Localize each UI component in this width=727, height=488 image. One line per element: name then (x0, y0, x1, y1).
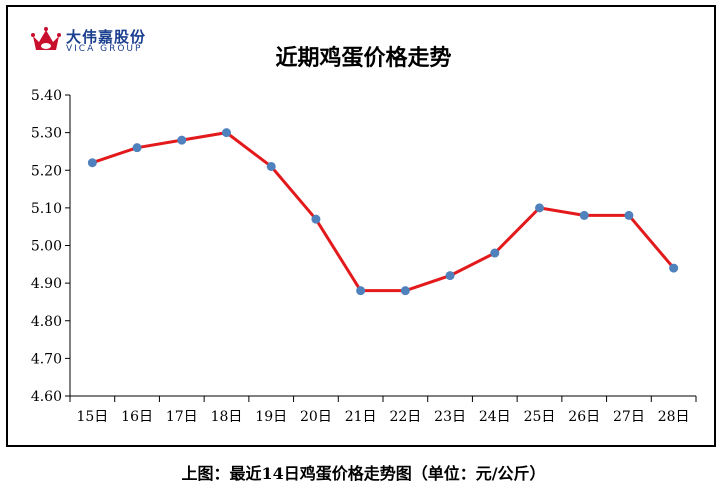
logo-subtitle: VICA GROUP (66, 44, 143, 54)
x-tick-label: 24日 (479, 409, 511, 425)
chart-title: 近期鸡蛋价格走势 (275, 45, 452, 71)
x-tick-label: 20日 (300, 409, 332, 425)
x-tick-label: 26日 (568, 409, 600, 425)
data-point (490, 248, 500, 258)
y-tick-label: 4.90 (31, 276, 62, 292)
data-point (624, 210, 634, 220)
x-tick-label: 15日 (76, 409, 108, 425)
x-tick-label: 21日 (345, 409, 377, 425)
y-tick-label: 4.60 (31, 389, 62, 405)
y-tick-label: 5.40 (31, 88, 62, 104)
y-tick-label: 5.10 (31, 201, 62, 217)
y-tick-label: 5.20 (31, 163, 62, 179)
data-point (266, 161, 276, 171)
data-point (400, 286, 410, 296)
x-tick-label: 25日 (524, 409, 556, 425)
price-line (91, 131, 675, 293)
data-point (311, 214, 321, 224)
x-tick-label: 28日 (658, 409, 690, 425)
x-tick-label: 18日 (211, 409, 243, 425)
logo-name: 大伟嘉股份 (66, 28, 147, 46)
data-point (579, 210, 589, 220)
data-point (132, 143, 142, 153)
x-tick-label: 23日 (434, 409, 466, 425)
y-tick-label: 4.70 (31, 351, 62, 367)
y-tick-label: 5.00 (31, 239, 62, 255)
data-point (222, 128, 231, 138)
chart-caption: 上图：最近14日鸡蛋价格走势图（单位：元/公斤） (181, 464, 546, 483)
data-point (535, 203, 544, 213)
y-tick-label: 5.30 (31, 126, 62, 142)
x-tick-label: 17日 (166, 409, 198, 425)
x-tick-label: 27日 (613, 409, 645, 425)
x-tick-label: 16日 (121, 409, 153, 425)
crown-icon (31, 27, 61, 50)
data-point (356, 286, 366, 296)
x-tick-label: 22日 (389, 409, 421, 425)
data-point (669, 263, 679, 273)
y-tick-label: 4.80 (31, 314, 62, 330)
data-point (87, 158, 97, 168)
company-logo: 大伟嘉股份 VICA GROUP (30, 24, 170, 58)
chart-frame (6, 5, 716, 447)
data-point (177, 135, 187, 145)
data-point (445, 271, 455, 281)
x-tick-label: 19日 (255, 409, 287, 425)
